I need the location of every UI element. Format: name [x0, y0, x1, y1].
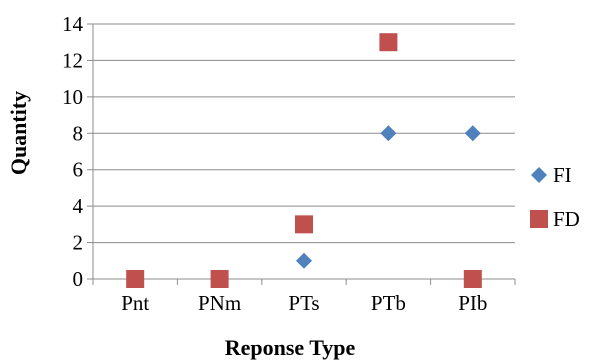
y-tick-label: 4 — [73, 194, 84, 218]
data-point-fi-pts — [296, 252, 312, 269]
x-tick-label: PNm — [198, 291, 241, 315]
data-point-fd-pnm — [210, 270, 229, 288]
data-point-fi-ptb — [380, 125, 397, 142]
x-tick-labels: Pnt PNm PTs PTb PIb — [121, 291, 487, 315]
y-tick-label: 0 — [73, 267, 84, 291]
y-tick-label: 6 — [73, 158, 84, 182]
legend-label-fd: FD — [553, 207, 580, 231]
data-point-fi-pib — [464, 125, 481, 142]
gridlines — [93, 23, 515, 280]
x-tick-label: PIb — [458, 291, 487, 315]
y-tick-label: 2 — [73, 231, 84, 255]
x-axis-title: Reponse Type — [225, 335, 356, 360]
legend-label-fi: FI — [553, 163, 572, 187]
y-tick-labels: 0 2 4 6 8 10 12 14 — [62, 12, 84, 291]
y-tick-label: 8 — [73, 121, 84, 145]
y-tick-label: 14 — [62, 12, 84, 36]
legend-marker-fd — [530, 210, 548, 228]
y-axis-title: Quantity — [6, 91, 31, 175]
axes — [87, 23, 516, 285]
data-points — [126, 33, 482, 288]
data-point-fd-pts — [295, 215, 313, 234]
legend: FI FD — [530, 163, 580, 231]
data-point-fd-ptb — [379, 33, 398, 52]
y-tick-label: 12 — [62, 48, 83, 72]
data-point-fd-pib — [463, 270, 482, 288]
x-tick-label: PTs — [288, 291, 319, 315]
legend-marker-fi — [531, 167, 547, 183]
y-tick-label: 10 — [62, 85, 83, 109]
x-tick-label: Pnt — [121, 291, 149, 315]
data-point-fd-pnt — [126, 270, 145, 288]
x-tick-label: PTb — [371, 291, 406, 315]
